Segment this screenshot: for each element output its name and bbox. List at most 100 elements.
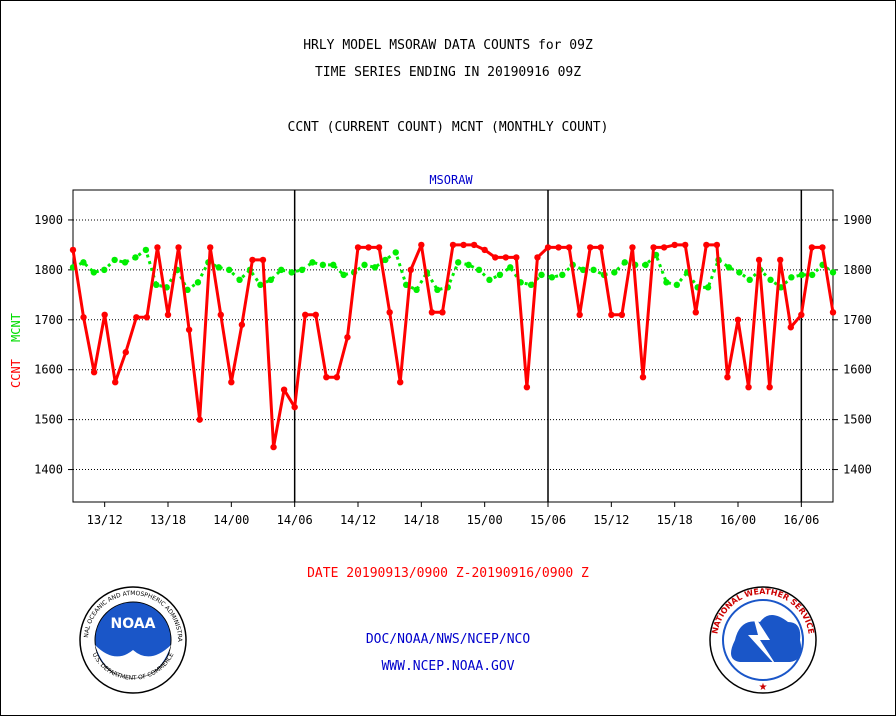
mcnt-point [319, 261, 327, 269]
y-tick-label-right: 1800 [843, 263, 872, 277]
y-tick-label-right: 1700 [843, 313, 872, 327]
ccnt-point [470, 241, 478, 249]
mcnt-point [736, 269, 743, 276]
ccnt-point [808, 244, 816, 251]
mcnt-point [621, 259, 628, 266]
mcnt-point [132, 254, 139, 261]
ccnt-point [713, 241, 721, 249]
mcnt-point [413, 286, 420, 294]
mcnt-point [330, 261, 337, 269]
ccnt-point [302, 311, 309, 318]
mcnt-point [455, 259, 462, 266]
ccnt-point [502, 254, 509, 261]
nws-logo: NATIONAL WEATHER SERVICE ★ [709, 586, 817, 694]
mcnt-line [72, 247, 834, 293]
x-tick-label: 14/00 [213, 513, 249, 527]
noaa-logo: NOAA NATIONAL OCEANIC AND ATMOSPHERIC AD… [0, 0, 187, 694]
y-label-mcnt: MCNT [9, 313, 23, 342]
mcnt-point [486, 276, 493, 284]
y-axis-label: CCNT MCNT [9, 313, 23, 388]
x-tick-label: 16/06 [783, 513, 819, 527]
mcnt-point [382, 256, 389, 264]
ccnt-point [354, 244, 362, 251]
mcnt-point [101, 266, 108, 274]
ccnt-point [703, 241, 710, 249]
x-tick-label: 13/12 [87, 513, 123, 527]
ccnt-point [629, 244, 636, 251]
ccnt-point [344, 334, 351, 341]
mcnt-point [746, 276, 753, 284]
ccnt-point [492, 254, 499, 261]
ccnt-point [534, 254, 541, 261]
x-tick-label: 15/12 [593, 513, 629, 527]
y-ticks: 1400 1400 1500 1500 1600 1600 1700 1700 1800 1800… [34, 213, 872, 477]
mcnt-point [361, 261, 368, 269]
mcnt-point [215, 264, 222, 271]
ccnt-point [460, 241, 467, 249]
noaa-ring-text: NATIONAL OCEANIC AND ATMOSPHERIC ADMINIS… [0, 0, 183, 643]
mcnt-point [496, 271, 504, 279]
mcnt-point [194, 279, 202, 286]
y-tick-label: 1800 [34, 263, 63, 277]
y-label-ccnt: CCNT [9, 359, 23, 388]
mcnt-point [153, 281, 160, 289]
mcnt-point [121, 259, 129, 266]
mcnt-point [579, 266, 587, 274]
day-separators [293, 190, 803, 502]
ccnt-point [238, 321, 246, 328]
ccnt-point [270, 443, 277, 451]
mcnt-point [642, 261, 649, 269]
mcnt-point [278, 266, 285, 274]
ccnt-point [734, 316, 742, 323]
ccnt-point [829, 309, 837, 316]
ccnt-point [323, 374, 330, 381]
ccnt-point [164, 311, 172, 318]
ccnt-point [228, 378, 235, 386]
mcnt-point [788, 274, 795, 281]
ccnt-point [259, 256, 267, 264]
ccnt-point [819, 244, 826, 251]
ccnt-point [90, 369, 98, 376]
mcnt-point [257, 281, 264, 289]
gridlines [73, 219, 833, 471]
ccnt-point [555, 244, 562, 251]
plot-frame [72, 189, 834, 503]
mcnt-point [559, 271, 566, 279]
mcnt-point [538, 271, 545, 279]
mcnt-point [475, 266, 483, 274]
title-line-3: CCNT (CURRENT COUNT) MCNT (MONTHLY COUNT… [287, 120, 609, 135]
ccnt-point [69, 246, 77, 254]
ccnt-point [618, 311, 626, 318]
footer-org: DOC/NOAA/NWS/NCEP/NCO [365, 632, 531, 647]
mcnt-point [371, 264, 379, 271]
ccnt-point [565, 244, 573, 251]
mcnt-point [704, 284, 712, 291]
mcnt-point [80, 259, 87, 266]
ccnt-point [196, 416, 203, 423]
ccnt-point [798, 311, 805, 318]
ccnt-point [449, 241, 457, 249]
ccnt-point [755, 256, 763, 264]
nws-star-icon: ★ [759, 682, 768, 693]
svg-text:NATIONAL OCEANIC AND ATMOSPHER: NATIONAL OCEANIC AND ATMOSPHERIC ADMINIS… [0, 0, 183, 643]
ccnt-point [724, 374, 731, 381]
ccnt-point [608, 311, 615, 318]
x-tick-label: 14/06 [277, 513, 313, 527]
ccnt-point [185, 326, 193, 333]
mcnt-point [236, 276, 243, 284]
ccnt-point [312, 311, 319, 318]
ccnt-point [766, 383, 773, 391]
mcnt-point [611, 269, 618, 276]
mcnt-point [225, 266, 233, 274]
ccnt-point [639, 374, 647, 381]
mcnt-point [465, 261, 472, 269]
mcnt-point [142, 246, 150, 254]
mcnt-point [767, 276, 774, 284]
mcnt-point [507, 264, 514, 271]
ccnt-point [375, 244, 383, 251]
ccnt-point [217, 311, 224, 318]
mcnt-point [288, 269, 295, 276]
ccnt-point [481, 246, 488, 254]
ccnt-point [207, 244, 214, 251]
mcnt-point [111, 256, 118, 264]
